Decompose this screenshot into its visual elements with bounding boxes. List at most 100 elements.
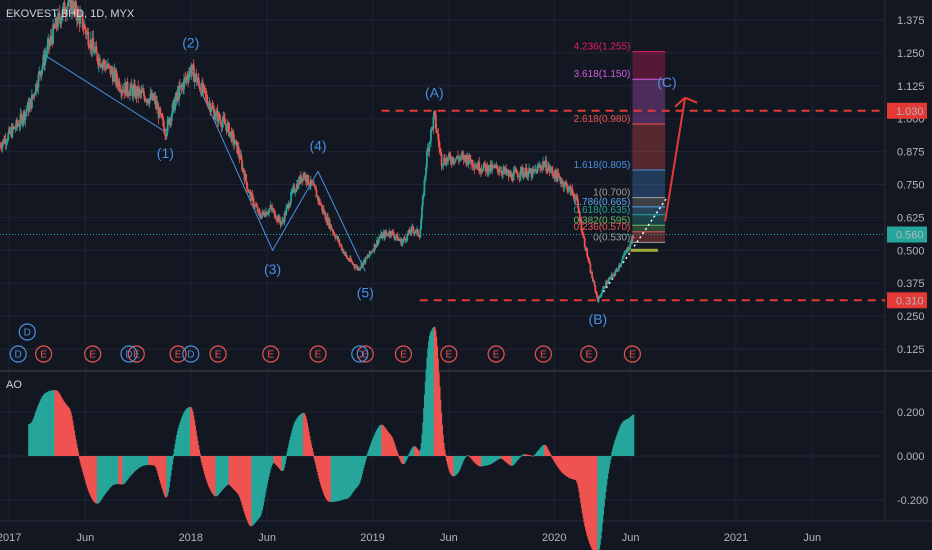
candle-body xyxy=(600,294,602,297)
candle-body xyxy=(356,266,359,270)
candle-body xyxy=(434,114,437,129)
candle-body xyxy=(286,205,288,209)
candle-body xyxy=(564,182,567,184)
fib-zone xyxy=(632,51,666,80)
candle-body xyxy=(622,256,625,259)
candle-body xyxy=(45,53,48,56)
candle-body xyxy=(85,31,88,35)
candle-body xyxy=(556,172,559,182)
candle-body xyxy=(453,161,456,163)
candle-body xyxy=(206,100,209,107)
candle-body xyxy=(432,116,435,129)
candle-body xyxy=(16,120,19,126)
time-axis-tick: 2018 xyxy=(179,532,203,544)
ao-bar xyxy=(465,455,468,457)
candle-body xyxy=(526,176,529,178)
fib-zone xyxy=(632,123,666,171)
candle-body xyxy=(549,169,552,172)
dividend-icon-letter: D xyxy=(187,350,194,361)
candle-body xyxy=(359,267,362,269)
price-axis-tick: 1.125 xyxy=(897,81,925,93)
earnings-icon-letter: E xyxy=(493,350,500,361)
candle-body xyxy=(577,201,580,209)
candle-body xyxy=(439,149,442,154)
candle-body xyxy=(210,110,212,112)
wave-label: (1) xyxy=(157,145,174,161)
candle-body xyxy=(555,169,557,176)
dividend-icon-letter: D xyxy=(24,328,31,339)
candle-body xyxy=(429,141,432,143)
fib-level-label: 3.618(1.150) xyxy=(574,69,631,80)
candle-body xyxy=(241,159,243,170)
indicator-label[interactable]: AO xyxy=(6,379,22,391)
ao-bar xyxy=(549,454,552,456)
candle-body xyxy=(377,239,380,244)
symbol-label[interactable]: EKOVEST BHD, 1D, MYX xyxy=(6,8,135,20)
ao-bar xyxy=(78,455,80,457)
candle-body xyxy=(612,274,615,276)
candle-body xyxy=(632,235,634,238)
candle-body xyxy=(331,230,334,233)
candle-body xyxy=(143,96,146,102)
earnings-icon-letter: E xyxy=(540,350,547,361)
candle-body xyxy=(393,235,396,238)
candle-body xyxy=(424,175,427,180)
candle-body xyxy=(259,212,261,218)
candle-body xyxy=(331,228,333,231)
projection-arrow[interactable] xyxy=(664,96,698,222)
fib-zone xyxy=(632,79,666,124)
candle-body xyxy=(484,162,486,166)
candle-body xyxy=(474,166,477,169)
candle-body xyxy=(36,87,39,89)
wave-label: (4) xyxy=(309,137,326,153)
candle-body xyxy=(500,170,503,173)
earnings-icon-letter: E xyxy=(215,350,222,361)
earnings-icon xyxy=(623,345,642,363)
grid xyxy=(0,0,932,522)
candle-body xyxy=(48,41,51,47)
horizontal-levels[interactable] xyxy=(0,109,885,302)
candle-body xyxy=(95,46,98,53)
candle-body xyxy=(614,269,617,273)
ao-bar xyxy=(532,455,535,457)
ao-bar xyxy=(518,456,521,458)
candle-body xyxy=(21,115,23,124)
candle-body xyxy=(335,236,338,239)
earnings-icon-letter: E xyxy=(585,350,592,361)
candle-body xyxy=(394,236,397,238)
candle-body xyxy=(389,231,391,235)
candle-body xyxy=(249,191,252,193)
price-tag-label: 1.030 xyxy=(896,106,924,118)
candle-body xyxy=(480,169,483,171)
candle-body xyxy=(308,184,311,186)
candle-body xyxy=(591,277,594,282)
candle-body xyxy=(597,296,600,302)
candle-body xyxy=(26,109,28,112)
candle-body xyxy=(464,155,467,158)
candle-body xyxy=(252,197,255,206)
candle-body xyxy=(505,168,508,174)
candle-body xyxy=(410,227,413,234)
event-markers[interactable]: E E E E E E E E E E E E E EDD D DD xyxy=(9,323,642,363)
price-axis-tick: 0.250 xyxy=(897,311,925,323)
candle-body xyxy=(392,231,395,236)
price-tag-label: 0.560 xyxy=(896,230,924,242)
candle-body xyxy=(310,179,313,184)
candle-body xyxy=(324,212,327,220)
candle-body xyxy=(34,93,37,96)
candle-body xyxy=(543,164,546,168)
candle-body xyxy=(340,245,343,251)
candle-body xyxy=(601,288,604,293)
fib-zone xyxy=(632,206,666,215)
candle-body xyxy=(89,47,91,49)
wave-lines[interactable] xyxy=(45,55,668,301)
candle-body xyxy=(566,184,569,192)
candle-body xyxy=(436,132,439,134)
fibonacci-extension[interactable]: 4.236(1.255) 3.618(1.150) 2.618(0.980) 1.61… xyxy=(574,42,666,244)
candle-body xyxy=(328,219,331,229)
candle-body xyxy=(594,285,597,292)
candle-body xyxy=(613,275,616,277)
candle-body xyxy=(77,10,80,14)
candle-body xyxy=(268,209,270,213)
